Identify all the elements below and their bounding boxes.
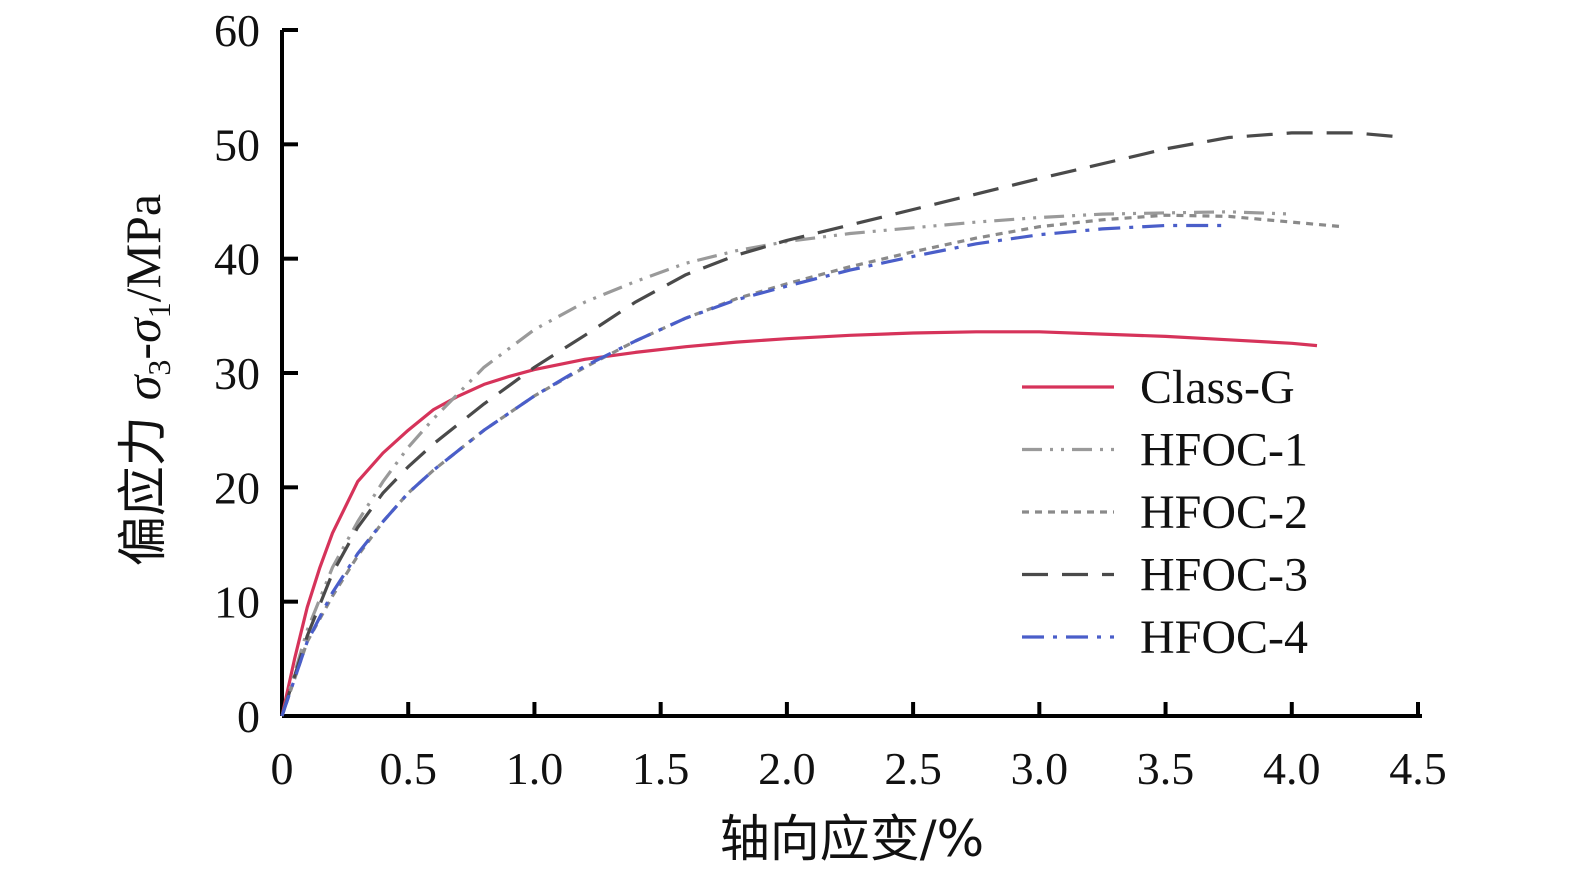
legend-label-class-g: Class-G bbox=[1140, 361, 1295, 414]
x-tick-label: 2.0 bbox=[758, 743, 816, 794]
legend-label-hfoc-4: HFOC-4 bbox=[1140, 611, 1308, 664]
series-line-class-g bbox=[280, 330, 1318, 717]
y-ticks: 0 10 20 30 40 50 60 bbox=[214, 5, 298, 742]
legend-label-hfoc-3: HFOC-3 bbox=[1140, 549, 1308, 602]
x-tick-label: 3.5 bbox=[1137, 743, 1195, 794]
y-tick-label: 10 bbox=[214, 577, 260, 628]
x-tick-label: 3.0 bbox=[1011, 743, 1069, 794]
y-axis-title: 偏应力 σ3-σ1/MPa bbox=[114, 194, 177, 566]
y-axis-title-sub-1: 1 bbox=[141, 302, 177, 318]
x-tick-label: 4.5 bbox=[1389, 743, 1447, 794]
legend-label-hfoc-1: HFOC-1 bbox=[1140, 424, 1308, 477]
y-tick-label: 40 bbox=[214, 234, 260, 285]
series-line-hfoc-1 bbox=[280, 210, 1292, 717]
y-axis-title-sigma-1: σ bbox=[115, 316, 171, 343]
y-tick-label: 50 bbox=[214, 119, 260, 170]
x-axis-title: 轴向应变/% bbox=[720, 810, 984, 868]
y-axis-title-unit: /MPa bbox=[115, 194, 171, 302]
y-axis-title-dash: - bbox=[115, 343, 171, 360]
x-tick-label: 1.0 bbox=[506, 743, 564, 794]
y-axis-title-sigma-3: σ bbox=[115, 373, 171, 400]
x-tick-label: 4.0 bbox=[1263, 743, 1321, 794]
x-ticks: 0 0.5 1.0 1.5 2.0 2.5 3.0 3.5 4.0 4.5 bbox=[271, 702, 1447, 794]
y-tick-label: 60 bbox=[214, 5, 260, 56]
legend-label-hfoc-2: HFOC-2 bbox=[1140, 486, 1308, 539]
series-line-hfoc-4 bbox=[280, 223, 1229, 717]
series-line-hfoc-3 bbox=[280, 131, 1393, 717]
y-tick-label: 0 bbox=[237, 691, 260, 742]
y-tick-label: 30 bbox=[214, 348, 260, 399]
x-tick-label: 0 bbox=[271, 743, 294, 794]
y-axis-title-prefix: 偏应力 bbox=[114, 400, 172, 566]
series-group bbox=[280, 131, 1393, 717]
x-tick-label: 1.5 bbox=[632, 743, 690, 794]
x-tick-label: 0.5 bbox=[379, 743, 437, 794]
legend: Class-G HFOC-1 HFOC-2 HFOC-3 HFOC-4 bbox=[1022, 361, 1308, 664]
x-tick-label: 2.5 bbox=[884, 743, 942, 794]
y-axis-title-sub-3: 3 bbox=[141, 360, 177, 376]
y-tick-label: 20 bbox=[214, 462, 260, 513]
